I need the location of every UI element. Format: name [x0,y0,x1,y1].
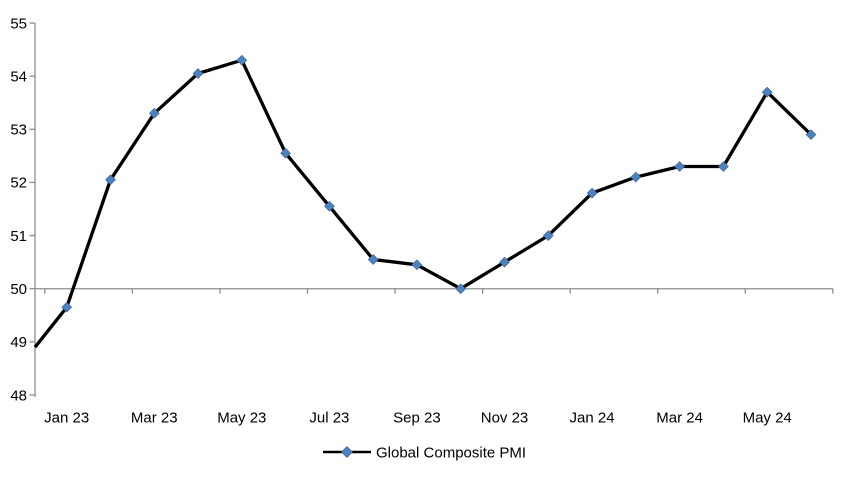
data-point-marker [499,256,510,268]
data-point-marker [718,161,729,172]
y-axis-label: 48 [10,387,27,404]
legend-label: Global Composite PMI [376,445,526,462]
x-axis-label: Jan 24 [570,410,615,427]
pmi-series-line [33,58,813,349]
data-point-marker [455,283,467,295]
x-axis-label: Jul 23 [309,410,349,427]
legend-marker-diamond-icon [341,446,353,458]
y-axis-label: 52 [10,175,27,192]
data-point-marker [105,174,116,186]
y-axis-label: 49 [10,334,27,351]
data-point-marker [586,187,598,199]
axes-layer: 55 54 53 52 51 50 49 48 Jan 23 Mar 23 May 23 Jul 23… [10,15,834,427]
data-point-marker [761,86,773,98]
x-axis-label: Nov 23 [481,410,529,427]
x-axis-label: Sep 23 [393,410,441,427]
data-point-marker [324,200,335,212]
y-axis-label: 51 [10,228,27,245]
y-axis-label: 50 [10,281,27,298]
data-point-marker [542,230,554,241]
legend-line-marker-icon [323,446,371,458]
data-point-marker [148,107,160,119]
data-point-marker [280,147,291,159]
x-axis-label: Jan 23 [44,410,89,427]
x-axis-label: Mar 24 [656,410,703,427]
x-axis-label: Mar 23 [131,410,178,427]
data-point-marker [805,129,817,140]
data-point-marker [192,68,204,79]
data-point-marker [236,54,248,66]
data-point-marker [630,171,642,183]
x-axis-label: May 23 [217,410,266,427]
y-axis-label: 53 [10,122,27,139]
data-point-marker [674,161,685,172]
y-axis-label: 55 [10,15,27,32]
data-point-marker [411,259,423,271]
series-layer [33,54,817,349]
x-axis-label: May 24 [743,410,792,427]
legend: Global Composite PMI [323,445,526,462]
data-point-marker [61,301,73,313]
data-point-marker [367,254,379,265]
y-axis-label: 54 [10,68,27,85]
